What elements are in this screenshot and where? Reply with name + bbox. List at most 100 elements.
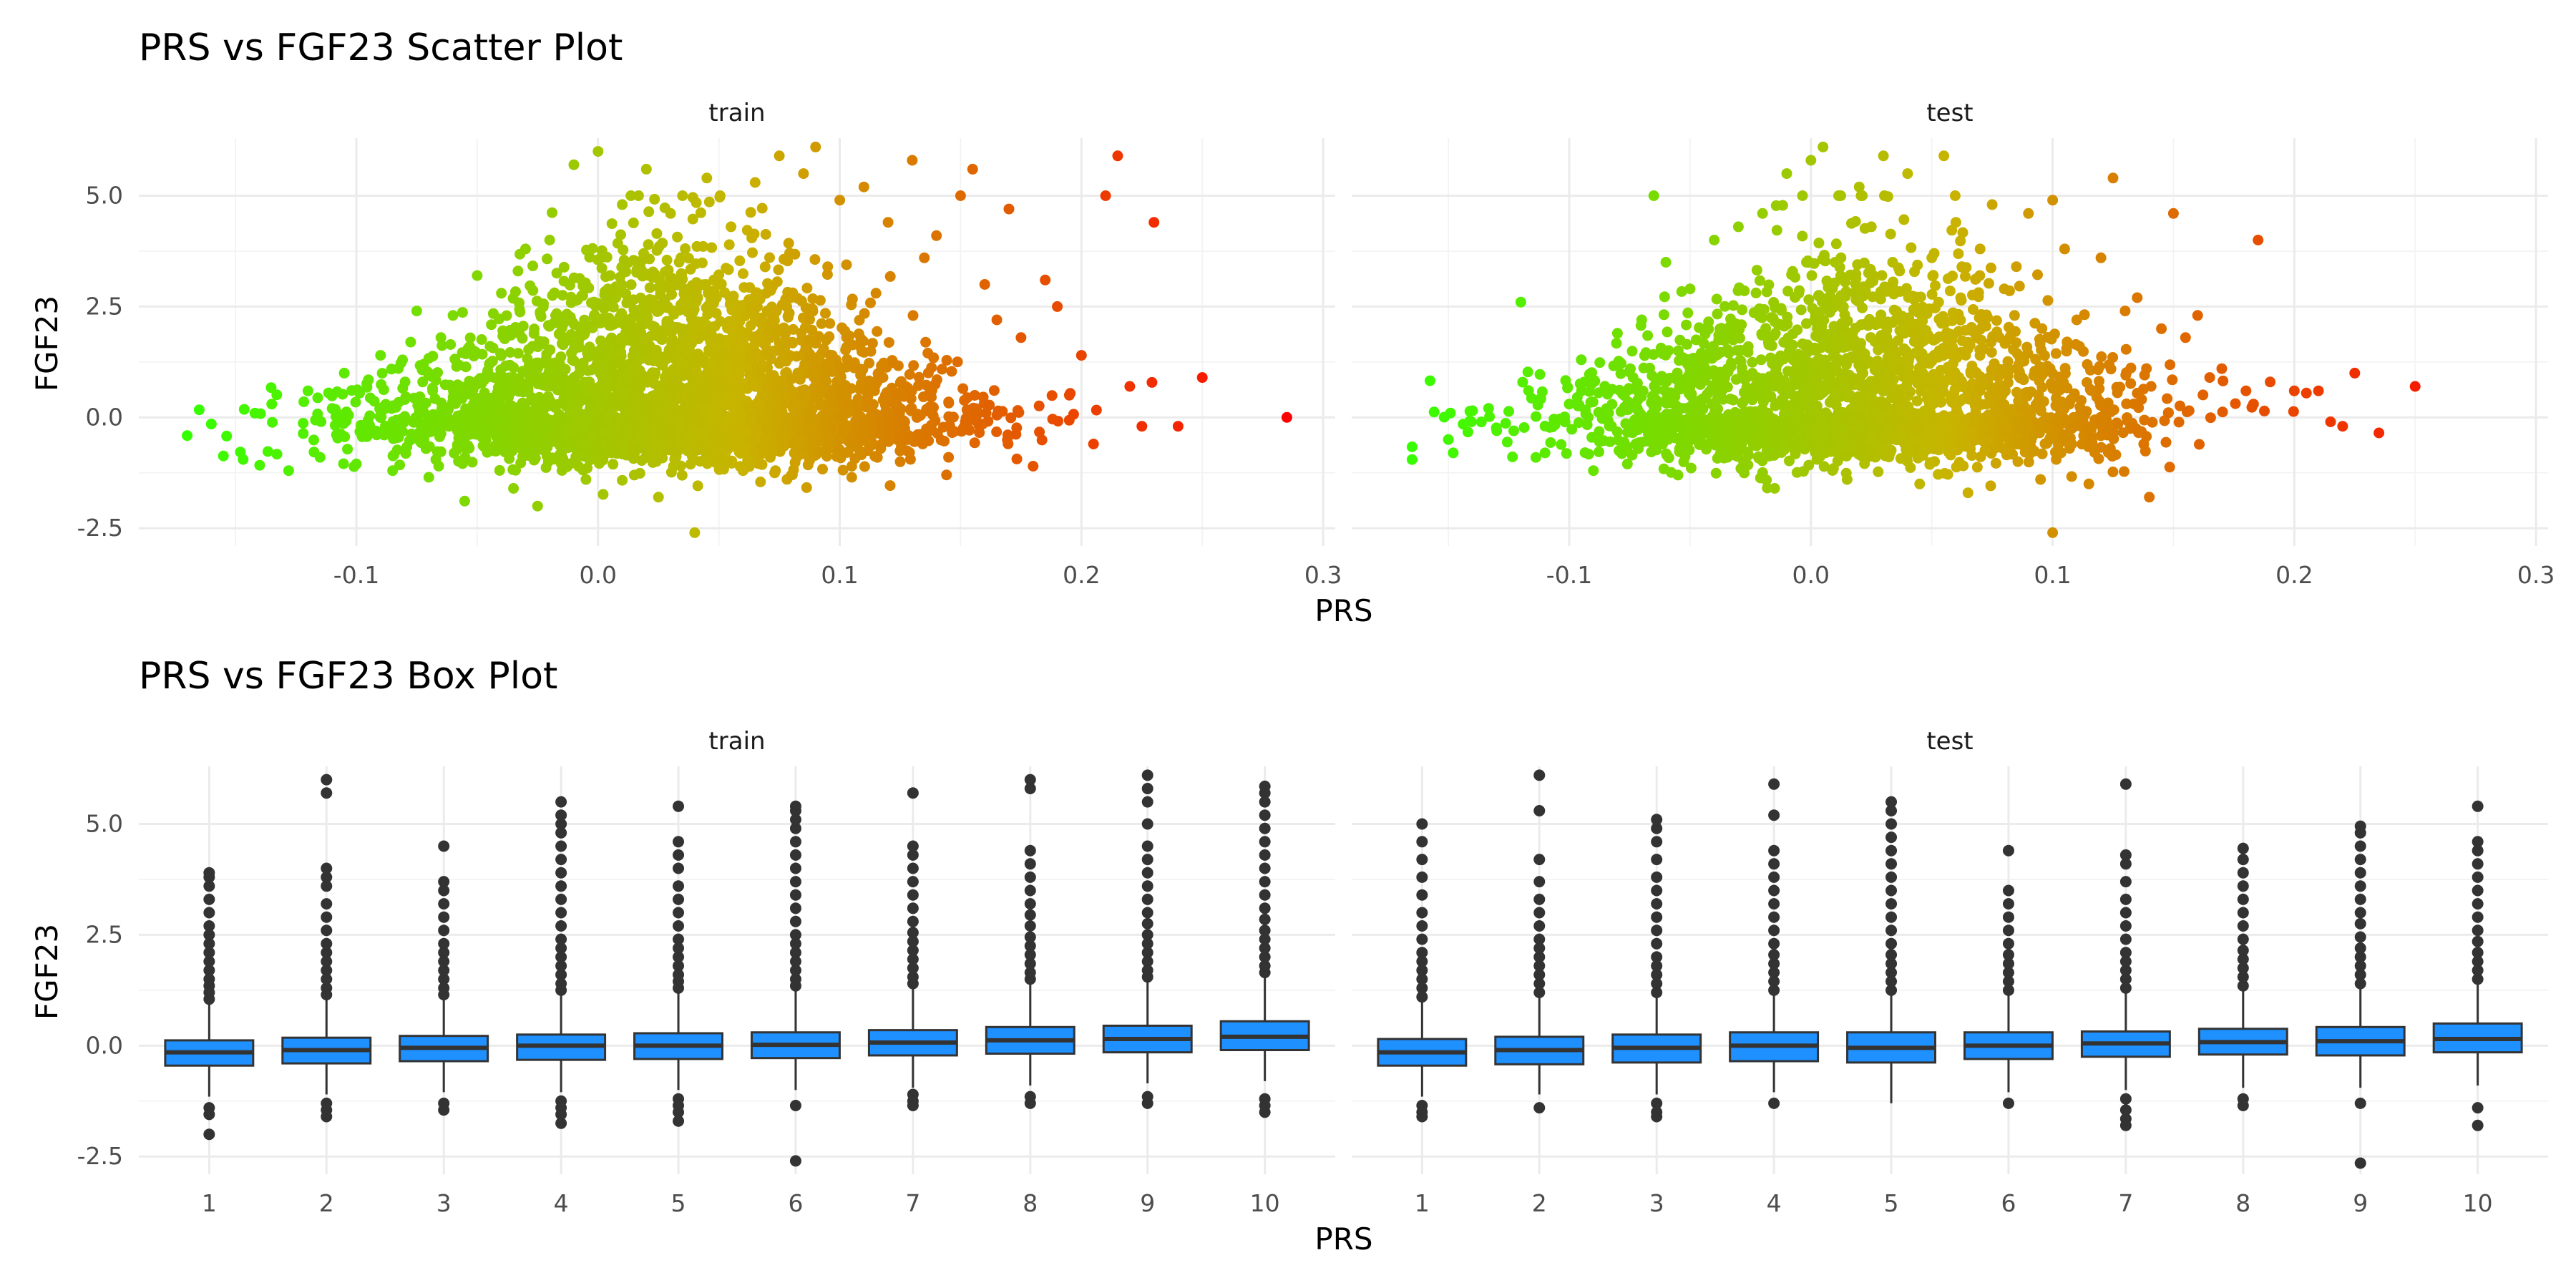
- scatter-point: [579, 314, 590, 326]
- scatter-point: [678, 366, 690, 378]
- scatter-point: [668, 461, 679, 472]
- scatter-point: [804, 406, 815, 418]
- scatter-point: [566, 348, 577, 359]
- scatter-point: [689, 527, 701, 538]
- scatter-point: [588, 311, 600, 322]
- scatter-point: [760, 229, 771, 240]
- scatter-point: [547, 207, 558, 218]
- scatter-point: [1727, 300, 1739, 311]
- scatter-point: [405, 336, 416, 348]
- scatter-point: [460, 348, 472, 359]
- scatter-point: [663, 444, 675, 456]
- scatter-point: [798, 168, 809, 180]
- scatter-point: [610, 421, 621, 432]
- scatter-point: [753, 329, 764, 341]
- scatter-point: [962, 423, 974, 434]
- scatter-point: [1801, 256, 1812, 268]
- scatter-point: [1028, 461, 1039, 472]
- scatter-point: [1508, 425, 1519, 436]
- scatter-point: [863, 384, 874, 395]
- scatter-point: [774, 337, 785, 348]
- scatter-strip-test: test: [1926, 99, 1973, 127]
- scatter-point: [764, 252, 775, 263]
- scatter-point: [678, 403, 689, 414]
- scatter-point: [1011, 422, 1023, 434]
- scatter-point: [312, 409, 323, 419]
- scatter-point: [427, 409, 439, 420]
- scatter-point: [487, 308, 499, 319]
- scatter-point: [457, 393, 468, 404]
- scatter-point: [1052, 301, 1063, 312]
- scatter-point: [677, 190, 688, 201]
- scatter-point: [747, 247, 758, 258]
- scatter-point: [844, 399, 855, 410]
- scatter-point: [646, 294, 658, 306]
- scatter-point: [736, 300, 747, 311]
- scatter-point: [452, 444, 463, 455]
- scatter-point: [884, 480, 896, 492]
- scatter-point: [653, 387, 665, 399]
- scatter-point: [575, 361, 585, 373]
- scatter-point: [590, 362, 601, 374]
- scatter-point: [969, 390, 980, 401]
- scatter-point: [799, 384, 811, 396]
- scatter-point: [870, 288, 882, 299]
- scatter-point: [681, 419, 693, 430]
- scatter-point: [235, 447, 246, 458]
- scatter-point: [618, 414, 629, 424]
- scatter-point: [500, 429, 512, 440]
- scatter-point: [693, 280, 705, 291]
- scatter-point: [991, 426, 1002, 437]
- scatter-point: [661, 254, 673, 265]
- scatter-point: [773, 264, 784, 275]
- scatter-point: [564, 426, 575, 438]
- scatter-point: [676, 469, 688, 481]
- scatter-point: [628, 218, 639, 228]
- scatter-point: [714, 190, 726, 201]
- scatter-point: [688, 385, 700, 396]
- scatter-point: [597, 489, 609, 500]
- scatter-point: [845, 358, 857, 370]
- scatter-point: [651, 228, 663, 239]
- scatter-point: [389, 426, 400, 437]
- scatter-point: [551, 268, 562, 279]
- scatter-point: [1949, 190, 1961, 201]
- scatter-point: [424, 441, 435, 452]
- scatter-point: [602, 374, 614, 385]
- scatter-point: [711, 365, 723, 376]
- scatter-point: [416, 424, 427, 435]
- scatter-point: [808, 353, 819, 364]
- scatter-point: [2011, 386, 2022, 398]
- scatter-point: [351, 458, 362, 469]
- scatter-point: [907, 155, 918, 166]
- scatter-point: [516, 444, 527, 455]
- scatter-point: [439, 379, 451, 391]
- scatter-point: [512, 265, 524, 277]
- scatter-point: [397, 426, 408, 437]
- scatter-point: [378, 384, 389, 396]
- scatter-point: [792, 434, 804, 446]
- scatter-point: [376, 368, 388, 379]
- scatter-point: [842, 407, 854, 419]
- scatter-point: [459, 452, 471, 463]
- scatter-point: [734, 359, 746, 371]
- scatter-point: [885, 419, 897, 431]
- scatter-point: [464, 332, 476, 343]
- scatter-point: [592, 353, 603, 365]
- scatter-point: [658, 354, 670, 365]
- scatter-point: [508, 483, 519, 494]
- scatter-point: [947, 411, 959, 423]
- scatter-point: [713, 409, 723, 420]
- scatter-point: [698, 427, 709, 439]
- scatter-point: [570, 380, 582, 391]
- scatter-point: [648, 427, 660, 439]
- scatter-point: [737, 465, 748, 477]
- scatter-point: [2194, 439, 2205, 450]
- scatter-point: [992, 405, 1004, 416]
- scatter-point: [787, 323, 799, 335]
- scatter-point: [919, 252, 930, 263]
- scatter-point: [484, 341, 496, 352]
- scatter-point: [476, 334, 487, 345]
- scatter-point: [1898, 214, 1910, 225]
